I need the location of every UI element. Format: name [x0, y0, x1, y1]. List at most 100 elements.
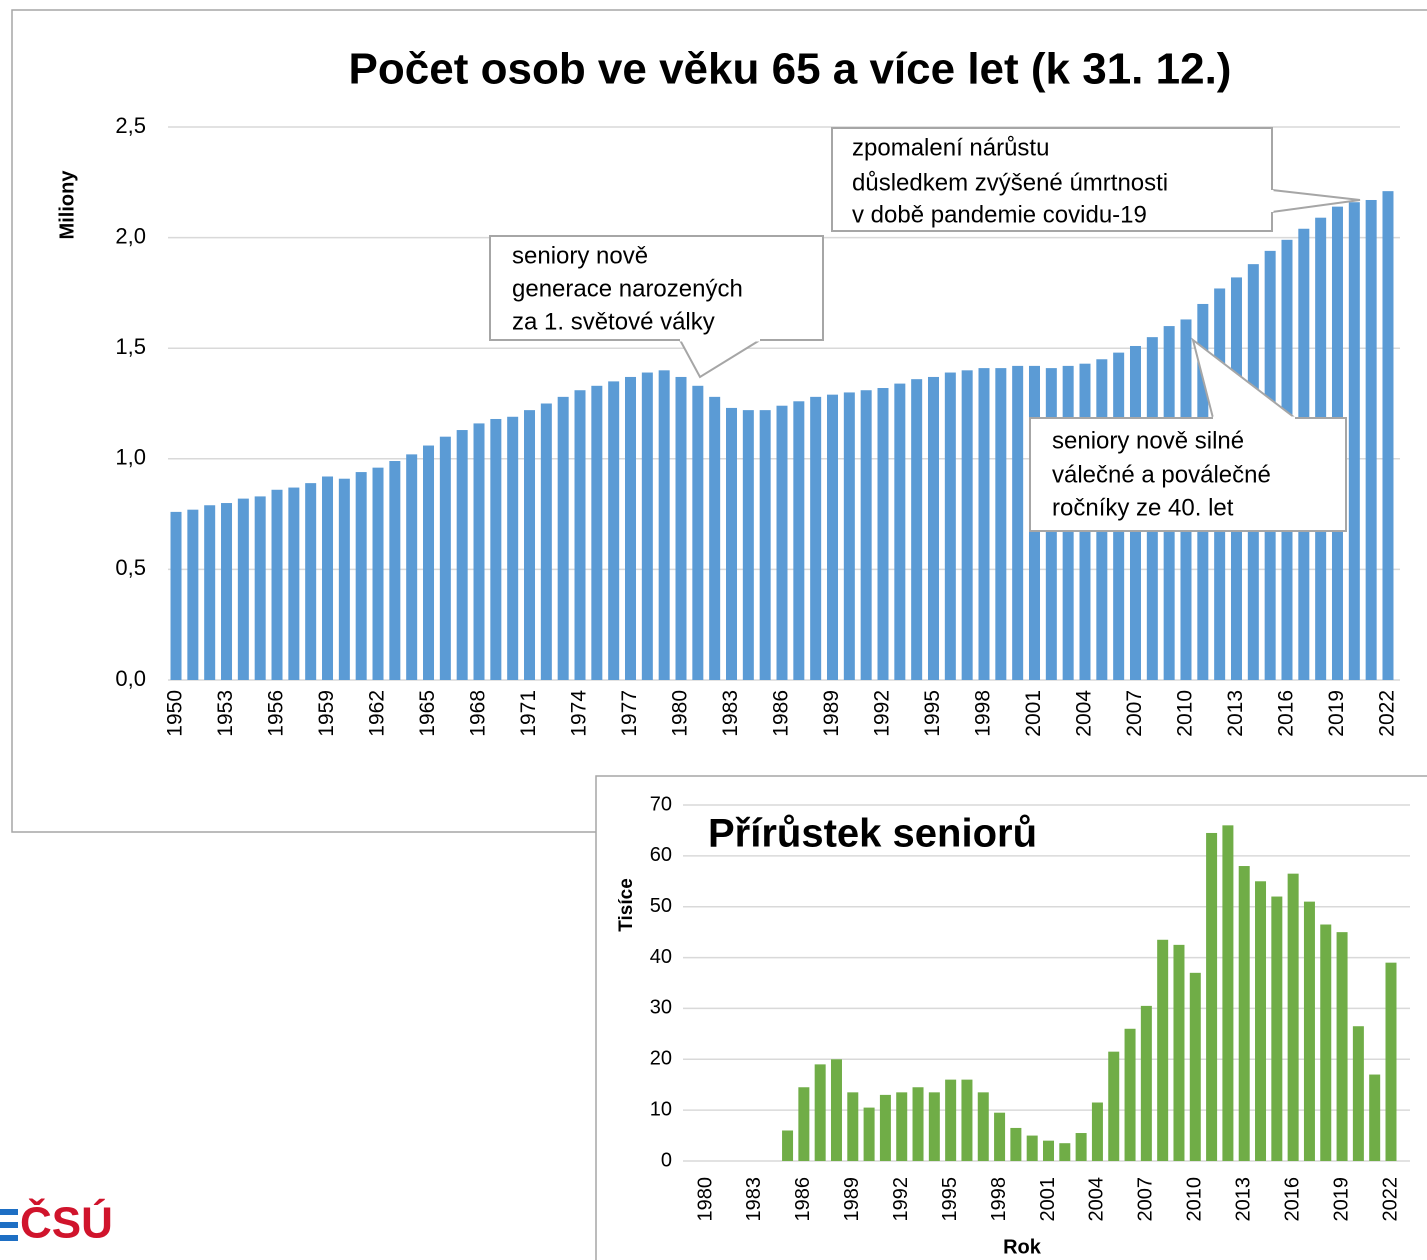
bar	[927, 376, 939, 680]
x-tick-label: 2013	[1224, 690, 1247, 737]
y-axis-label: Tisíce	[616, 878, 637, 932]
bar	[524, 410, 536, 680]
bar	[1043, 1140, 1054, 1161]
bar	[406, 454, 418, 680]
bar	[288, 487, 300, 680]
x-tick-label: 1986	[792, 1177, 814, 1222]
x-tick-label: 1971	[517, 690, 540, 737]
chart-title: Přírůstek seniorů	[708, 812, 1037, 856]
bar	[1012, 365, 1024, 680]
bar	[1336, 932, 1348, 1161]
bar	[879, 1094, 891, 1161]
x-tick-label: 2013	[1232, 1177, 1254, 1222]
bar	[759, 410, 771, 680]
x-tick-label: 2001	[1022, 690, 1045, 737]
bar	[1173, 944, 1185, 1161]
x-tick-label: 1995	[939, 1177, 961, 1222]
bar	[1271, 896, 1283, 1161]
x-tick-label: 1998	[988, 1177, 1010, 1222]
bar	[877, 388, 889, 680]
x-tick-label: 2010	[1174, 690, 1197, 737]
bar	[473, 423, 485, 680]
x-tick-label: 1980	[694, 1177, 716, 1222]
y-tick-label: 20	[650, 1048, 672, 1070]
x-tick-label: 1956	[265, 690, 288, 737]
bar	[658, 370, 670, 680]
bar	[1108, 1051, 1120, 1161]
bar	[608, 381, 620, 680]
bar	[305, 483, 317, 680]
y-tick-label: 1,0	[115, 445, 146, 470]
x-tick-label: 2007	[1123, 690, 1146, 737]
x-tick-label: 2016	[1275, 690, 1298, 737]
bar	[1140, 1005, 1152, 1161]
bar	[675, 376, 687, 680]
bar	[1124, 1028, 1136, 1161]
x-tick-label: 1953	[214, 690, 237, 737]
y-tick-label: 30	[650, 997, 672, 1019]
callout: seniory nově generace narozených za 1. svě…	[489, 235, 824, 379]
bar	[1287, 873, 1299, 1161]
bar	[994, 1112, 1006, 1161]
bar	[814, 1064, 826, 1161]
x-tick-label: 2010	[1184, 1177, 1206, 1222]
annotation-text: za 1. světové války	[512, 308, 715, 335]
annotation-text: důsledkem zvýšené úmrtnosti	[852, 169, 1168, 196]
bar	[456, 430, 468, 680]
bar	[1365, 199, 1377, 680]
bar	[1010, 1127, 1022, 1161]
bar	[692, 385, 704, 680]
logo-stripe	[0, 1235, 18, 1241]
y-tick-label: 0	[661, 1149, 672, 1171]
x-tick-label: 1950	[164, 690, 187, 737]
x-tick-label: 2004	[1073, 690, 1096, 737]
y-tick-label: 70	[650, 793, 672, 815]
x-tick-label: 1992	[890, 1177, 912, 1222]
bar	[490, 418, 502, 680]
bar	[338, 478, 350, 680]
x-tick-label: 2016	[1281, 1177, 1303, 1222]
y-tick-label: 0,5	[115, 555, 146, 580]
bar	[540, 403, 552, 680]
x-tick-label: 2004	[1086, 1177, 1108, 1222]
x-tick-label: 1989	[820, 690, 843, 737]
bar	[742, 410, 754, 680]
y-tick-label: 1,5	[115, 334, 146, 359]
bar	[574, 390, 586, 680]
annotation-text: válečné a poválečné	[1052, 461, 1271, 488]
x-tick-label: 2019	[1325, 690, 1348, 737]
x-tick-label: 1983	[743, 1177, 765, 1222]
annotation-text: zpomalení nárůstu	[852, 134, 1049, 161]
x-tick-label: 1968	[467, 690, 490, 737]
bar	[1222, 825, 1234, 1161]
bar	[826, 394, 838, 680]
bar	[709, 396, 721, 680]
bar	[843, 392, 855, 680]
bar	[591, 385, 603, 680]
x-tick-label: 2022	[1376, 690, 1399, 737]
bar	[977, 1092, 989, 1161]
bar	[776, 405, 788, 680]
bar	[625, 376, 637, 680]
logo-stripe	[0, 1209, 18, 1215]
bar	[187, 509, 199, 680]
bar	[204, 505, 216, 680]
bar	[1091, 1102, 1103, 1161]
callout-box	[489, 235, 824, 341]
bar	[1075, 1133, 1087, 1161]
bar	[423, 445, 435, 680]
bar	[961, 1079, 973, 1161]
y-tick-label: 50	[650, 895, 672, 917]
bar	[726, 407, 738, 680]
x-tick-label: 2019	[1330, 1177, 1352, 1222]
annotation-text: v době pandemie covidu-19	[852, 201, 1147, 228]
bar	[945, 1079, 957, 1161]
bar	[254, 496, 266, 680]
inset-chart: 0 10 20 30 40 50 60 70 1980 1983 1986 1989 1992 1995 1…	[616, 793, 1410, 1258]
y-tick-label: 10	[650, 1098, 672, 1120]
bar	[507, 416, 519, 680]
bar	[1352, 1026, 1364, 1161]
x-tick-label: 2022	[1379, 1177, 1401, 1222]
bar	[271, 489, 283, 680]
